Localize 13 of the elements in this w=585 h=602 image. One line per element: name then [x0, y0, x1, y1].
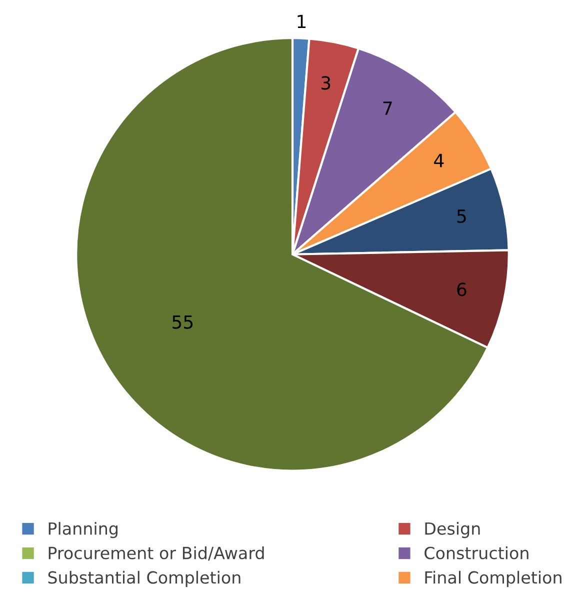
data-label: 1: [298, 14, 306, 28]
legend-label: Design: [425, 522, 480, 538]
legend-label: Final Completion: [425, 570, 562, 587]
legend-label: Procurement or Bid/Award: [48, 546, 264, 561]
legend-label: Construction: [424, 546, 528, 560]
data-label: 4: [434, 154, 444, 168]
legend-label: Planning: [48, 522, 118, 538]
data-label: 5: [457, 210, 466, 223]
legend-label: Substantial Completion: [48, 570, 240, 587]
data-label: 7: [383, 102, 392, 115]
data-label: 55: [172, 315, 193, 329]
data-label: 6: [457, 282, 466, 296]
data-label: 3: [321, 76, 330, 90]
